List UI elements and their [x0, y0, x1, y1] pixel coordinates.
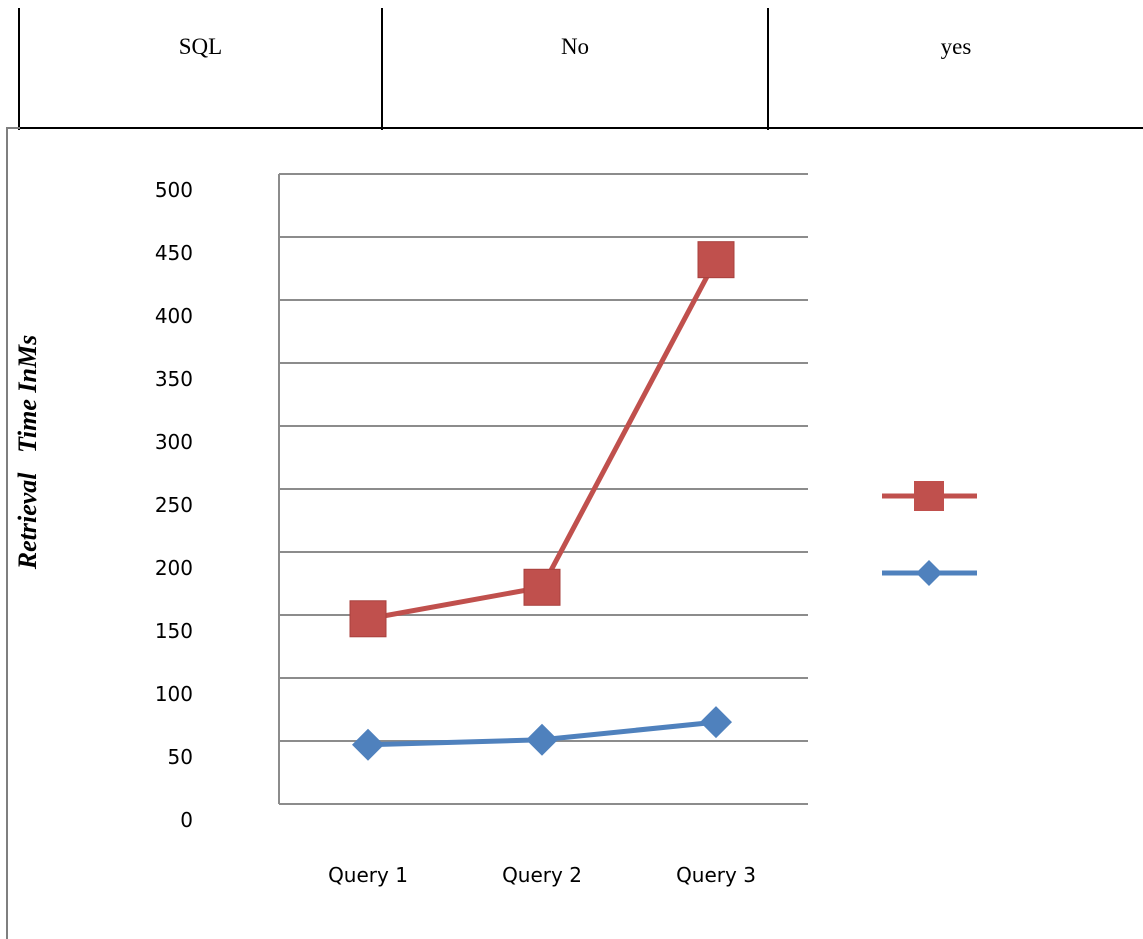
x-tick-label: Query 3 — [676, 863, 756, 887]
x-tick-label: Query 2 — [502, 863, 582, 887]
data-point-diamond — [700, 706, 732, 739]
chart-series — [349, 241, 735, 761]
table-column-divider — [767, 8, 769, 130]
y-tick-label: 400 — [155, 304, 193, 328]
y-tick-label: 150 — [155, 619, 193, 643]
y-tick-label: 500 — [155, 178, 193, 202]
y-tick-label: 200 — [155, 556, 193, 580]
comparison-table: SQL No yes — [0, 0, 1143, 130]
data-point-square — [697, 241, 735, 279]
table-cell-yes: yes — [940, 34, 972, 59]
data-point-diamond — [352, 728, 384, 761]
table-column-divider — [381, 8, 383, 130]
legend-marker-square — [914, 481, 944, 511]
chart-x-tick-labels: Query 1 Query 2 Query 3 — [328, 863, 756, 887]
table-cell-no: No — [560, 34, 590, 59]
data-point-square — [349, 600, 387, 638]
table-cell-sql: SQL — [178, 34, 223, 59]
data-point-square — [523, 568, 561, 606]
table-border-left — [18, 8, 20, 130]
x-tick-label: Query 1 — [328, 863, 408, 887]
chart-legend — [882, 481, 977, 586]
legend-marker-diamond — [916, 560, 942, 586]
y-tick-label: 100 — [155, 682, 193, 706]
y-tick-label: 300 — [155, 430, 193, 454]
y-tick-label: 0 — [180, 808, 193, 832]
y-axis-label: Retrieval Time InMs — [13, 335, 42, 570]
data-point-diamond — [526, 723, 558, 756]
chart-frame-border-top — [6, 127, 20, 129]
y-tick-label: 350 — [155, 367, 193, 391]
y-tick-label: 250 — [155, 493, 193, 517]
chart-y-tick-labels: 0 50 100 150 200 250 300 350 400 450 500 — [155, 178, 193, 832]
y-tick-label: 450 — [155, 241, 193, 265]
table-border-bottom — [18, 127, 1143, 129]
chart-frame-border — [6, 127, 8, 939]
y-tick-label: 50 — [168, 745, 193, 769]
series-line — [367, 258, 719, 622]
